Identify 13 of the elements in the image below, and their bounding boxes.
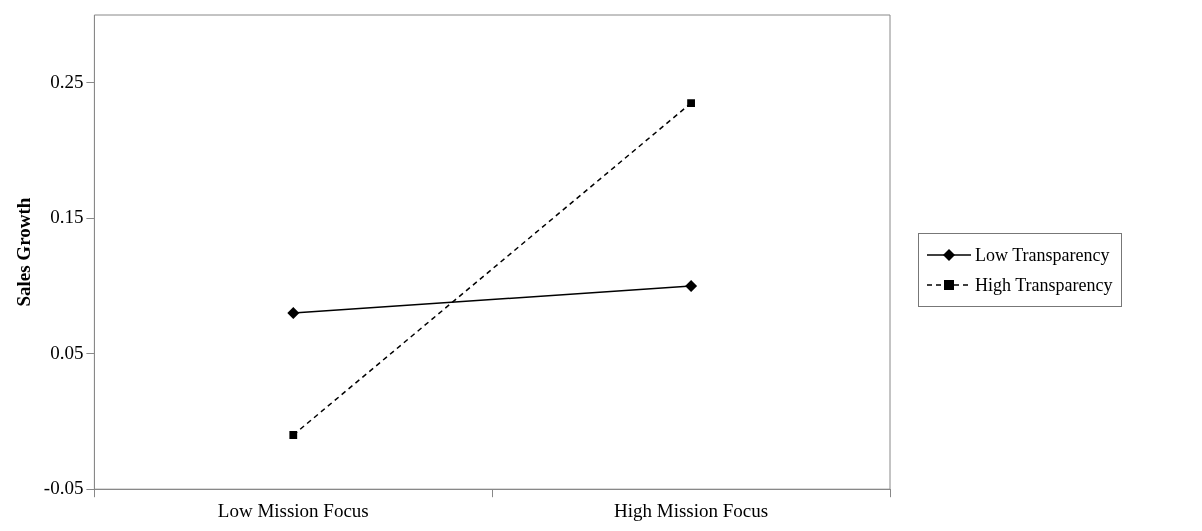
x-tick-label: High Mission Focus — [614, 499, 769, 521]
y-tick-label: -0.05 — [43, 477, 84, 499]
y-axis-title: Sales Growth — [13, 197, 35, 307]
y-tick-label: 0.25 — [50, 70, 84, 92]
point — [287, 307, 300, 320]
point — [289, 431, 298, 439]
y-tick-label: 0.05 — [50, 341, 84, 363]
legend-label: High Transparency — [975, 274, 1113, 296]
x-tick-label: Low Mission Focus — [217, 499, 369, 521]
y-tick-label: 0.15 — [50, 206, 84, 228]
point — [687, 99, 695, 107]
point — [685, 279, 698, 292]
legend-label: Low Transparency — [975, 244, 1110, 266]
